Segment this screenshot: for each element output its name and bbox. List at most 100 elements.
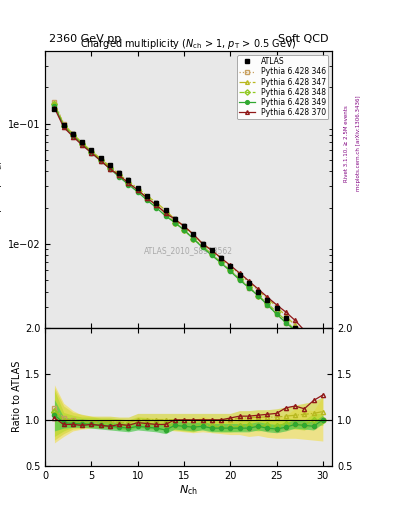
Y-axis label: Ratio to ATLAS: Ratio to ATLAS xyxy=(12,361,22,433)
Pythia 6.428 349 xyxy=(283,319,288,326)
Title: Charged multiplicity ($N_{\rm ch}$ > 1, $p_{\rm T}$ > 0.5 GeV): Charged multiplicity ($N_{\rm ch}$ > 1, … xyxy=(80,37,297,51)
Pythia 6.428 346 xyxy=(256,292,261,298)
Pythia 6.428 347 xyxy=(200,241,205,247)
Pythia 6.428 347 xyxy=(173,216,177,222)
ATLAS xyxy=(154,200,159,206)
Pythia 6.428 348 xyxy=(283,317,288,324)
Pythia 6.428 349 xyxy=(191,236,196,242)
Pythia 6.428 370 xyxy=(246,278,251,284)
Pythia 6.428 347 xyxy=(256,287,261,293)
Pythia 6.428 348 xyxy=(237,276,242,282)
Text: 2360 GeV pp: 2360 GeV pp xyxy=(49,33,121,44)
Pythia 6.428 348 xyxy=(293,327,298,333)
Pythia 6.428 346 xyxy=(61,120,66,126)
Pythia 6.428 348 xyxy=(200,243,205,249)
Pythia 6.428 349 xyxy=(293,327,298,333)
Pythia 6.428 348 xyxy=(89,149,94,155)
Pythia 6.428 349 xyxy=(108,166,112,172)
ATLAS xyxy=(237,272,242,278)
Pythia 6.428 370 xyxy=(274,302,279,308)
Pythia 6.428 370 xyxy=(209,247,214,253)
Y-axis label: 1/$\sigma$ d$\sigma$/dN$_{\rm ch}$: 1/$\sigma$ d$\sigma$/dN$_{\rm ch}$ xyxy=(0,161,5,218)
Pythia 6.428 346 xyxy=(293,327,298,333)
Pythia 6.428 370 xyxy=(117,173,121,179)
Pythia 6.428 347 xyxy=(52,100,57,106)
Pythia 6.428 346 xyxy=(228,267,233,273)
Pythia 6.428 349 xyxy=(200,244,205,250)
Pythia 6.428 346 xyxy=(274,311,279,317)
Pythia 6.428 349 xyxy=(71,133,75,139)
Pythia 6.428 349 xyxy=(320,356,325,362)
ATLAS xyxy=(163,207,168,214)
Pythia 6.428 348 xyxy=(173,220,177,226)
Pythia 6.428 348 xyxy=(98,157,103,163)
Pythia 6.428 347 xyxy=(237,271,242,277)
Pythia 6.428 348 xyxy=(311,343,316,349)
Pythia 6.428 346 xyxy=(200,243,205,249)
Pythia 6.428 347 xyxy=(71,131,75,137)
Line: Pythia 6.428 349: Pythia 6.428 349 xyxy=(52,104,325,361)
Pythia 6.428 347 xyxy=(320,351,325,357)
Pythia 6.428 349 xyxy=(173,220,177,226)
Pythia 6.428 347 xyxy=(191,231,196,237)
Pythia 6.428 348 xyxy=(320,356,325,362)
Pythia 6.428 347 xyxy=(89,148,94,154)
Pythia 6.428 348 xyxy=(163,210,168,216)
Pythia 6.428 348 xyxy=(145,195,149,201)
Line: ATLAS: ATLAS xyxy=(52,106,325,361)
ATLAS xyxy=(52,105,57,112)
Pythia 6.428 370 xyxy=(191,231,196,237)
ATLAS xyxy=(182,223,186,229)
ATLAS xyxy=(108,162,112,168)
Pythia 6.428 346 xyxy=(135,187,140,193)
Pythia 6.428 348 xyxy=(154,202,159,208)
Pythia 6.428 348 xyxy=(80,141,84,147)
Pythia 6.428 370 xyxy=(320,343,325,349)
Pythia 6.428 349 xyxy=(237,277,242,283)
Text: ATLAS_2010_S8918562: ATLAS_2010_S8918562 xyxy=(144,246,233,255)
Pythia 6.428 346 xyxy=(71,131,75,137)
Pythia 6.428 347 xyxy=(80,140,84,146)
Pythia 6.428 370 xyxy=(154,202,159,208)
Pythia 6.428 346 xyxy=(154,202,159,208)
Pythia 6.428 349 xyxy=(89,150,94,156)
Pythia 6.428 347 xyxy=(265,295,270,302)
Pythia 6.428 348 xyxy=(135,187,140,193)
ATLAS xyxy=(228,263,233,269)
Text: Soft QCD: Soft QCD xyxy=(278,33,328,44)
Legend: ATLAS, Pythia 6.428 346, Pythia 6.428 347, Pythia 6.428 348, Pythia 6.428 349, P: ATLAS, Pythia 6.428 346, Pythia 6.428 34… xyxy=(237,55,328,119)
Pythia 6.428 349 xyxy=(117,174,121,180)
Pythia 6.428 370 xyxy=(265,294,270,300)
ATLAS xyxy=(246,280,251,286)
Pythia 6.428 346 xyxy=(283,319,288,326)
Pythia 6.428 349 xyxy=(61,123,66,130)
ATLAS xyxy=(145,193,149,199)
Pythia 6.428 349 xyxy=(219,260,223,266)
Pythia 6.428 348 xyxy=(209,251,214,257)
ATLAS xyxy=(80,139,84,145)
ATLAS xyxy=(98,155,103,161)
Pythia 6.428 349 xyxy=(80,141,84,147)
Pythia 6.428 346 xyxy=(52,99,57,105)
Pythia 6.428 370 xyxy=(182,223,186,229)
Pythia 6.428 346 xyxy=(163,210,168,216)
Pythia 6.428 347 xyxy=(98,156,103,162)
Pythia 6.428 370 xyxy=(200,241,205,247)
Pythia 6.428 349 xyxy=(154,204,159,210)
Pythia 6.428 347 xyxy=(246,279,251,285)
X-axis label: $N_{\rm ch}$: $N_{\rm ch}$ xyxy=(179,483,198,497)
Pythia 6.428 347 xyxy=(117,171,121,177)
Pythia 6.428 346 xyxy=(237,276,242,282)
ATLAS xyxy=(191,231,196,237)
Pythia 6.428 348 xyxy=(256,292,261,298)
ATLAS xyxy=(311,343,316,349)
Pythia 6.428 347 xyxy=(61,121,66,127)
Pythia 6.428 349 xyxy=(265,302,270,308)
ATLAS xyxy=(209,247,214,253)
Pythia 6.428 349 xyxy=(302,336,307,343)
ATLAS xyxy=(71,131,75,137)
Pythia 6.428 348 xyxy=(228,267,233,273)
Pythia 6.428 370 xyxy=(135,187,140,193)
Pythia 6.428 349 xyxy=(52,103,57,109)
ATLAS xyxy=(274,305,279,311)
